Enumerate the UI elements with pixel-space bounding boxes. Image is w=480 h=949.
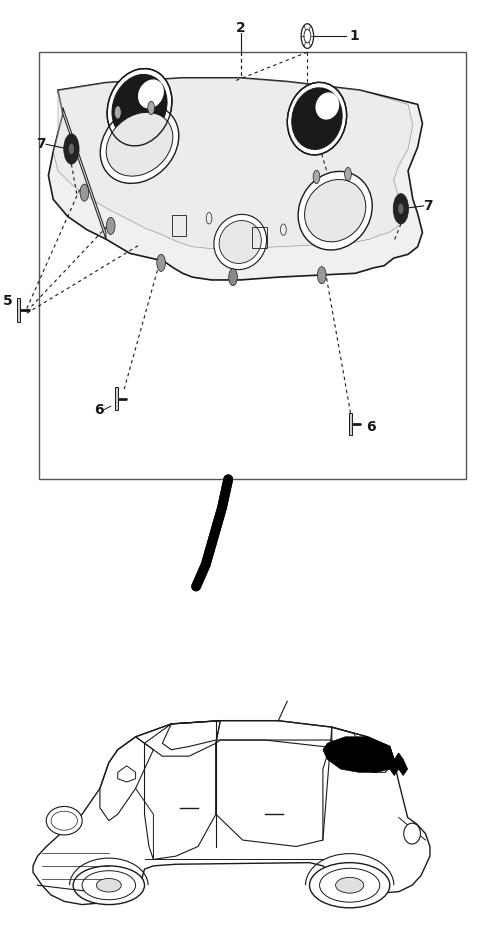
Text: 2: 2	[236, 22, 246, 35]
Text: 1: 1	[349, 29, 360, 43]
Circle shape	[115, 105, 121, 119]
Ellipse shape	[112, 74, 167, 140]
Polygon shape	[53, 78, 413, 249]
Ellipse shape	[292, 87, 342, 150]
Polygon shape	[390, 747, 408, 775]
Text: 6: 6	[94, 403, 104, 417]
Ellipse shape	[214, 214, 266, 270]
Ellipse shape	[298, 172, 372, 250]
Circle shape	[313, 170, 320, 183]
Circle shape	[64, 134, 79, 164]
Text: 6: 6	[366, 420, 375, 434]
FancyBboxPatch shape	[17, 298, 20, 323]
Text: 4: 4	[316, 88, 325, 102]
Circle shape	[398, 203, 404, 214]
Circle shape	[317, 267, 326, 284]
Ellipse shape	[100, 105, 179, 183]
FancyBboxPatch shape	[115, 387, 118, 410]
FancyBboxPatch shape	[348, 413, 352, 436]
Ellipse shape	[96, 879, 121, 892]
Ellipse shape	[46, 807, 82, 835]
Ellipse shape	[82, 871, 135, 900]
Ellipse shape	[315, 92, 339, 120]
Text: 7: 7	[36, 138, 46, 151]
Circle shape	[228, 269, 237, 286]
Ellipse shape	[106, 112, 173, 177]
Circle shape	[80, 184, 89, 201]
Polygon shape	[48, 78, 422, 280]
Circle shape	[301, 24, 313, 48]
Polygon shape	[63, 107, 106, 239]
Circle shape	[345, 167, 351, 180]
Ellipse shape	[107, 68, 172, 146]
Ellipse shape	[320, 868, 380, 902]
Text: 3: 3	[139, 77, 148, 90]
Ellipse shape	[336, 877, 364, 893]
Bar	[39, 52, 466, 479]
Polygon shape	[323, 736, 394, 772]
Ellipse shape	[404, 823, 420, 844]
Ellipse shape	[305, 179, 366, 242]
Circle shape	[107, 217, 115, 234]
Text: 5: 5	[3, 294, 12, 307]
Circle shape	[148, 102, 155, 115]
Ellipse shape	[138, 80, 164, 108]
Circle shape	[157, 254, 166, 271]
Circle shape	[393, 194, 408, 224]
Circle shape	[69, 143, 74, 155]
Ellipse shape	[310, 863, 390, 908]
Ellipse shape	[219, 220, 261, 264]
Ellipse shape	[288, 83, 347, 155]
Text: 7: 7	[423, 199, 433, 213]
Ellipse shape	[73, 865, 144, 904]
